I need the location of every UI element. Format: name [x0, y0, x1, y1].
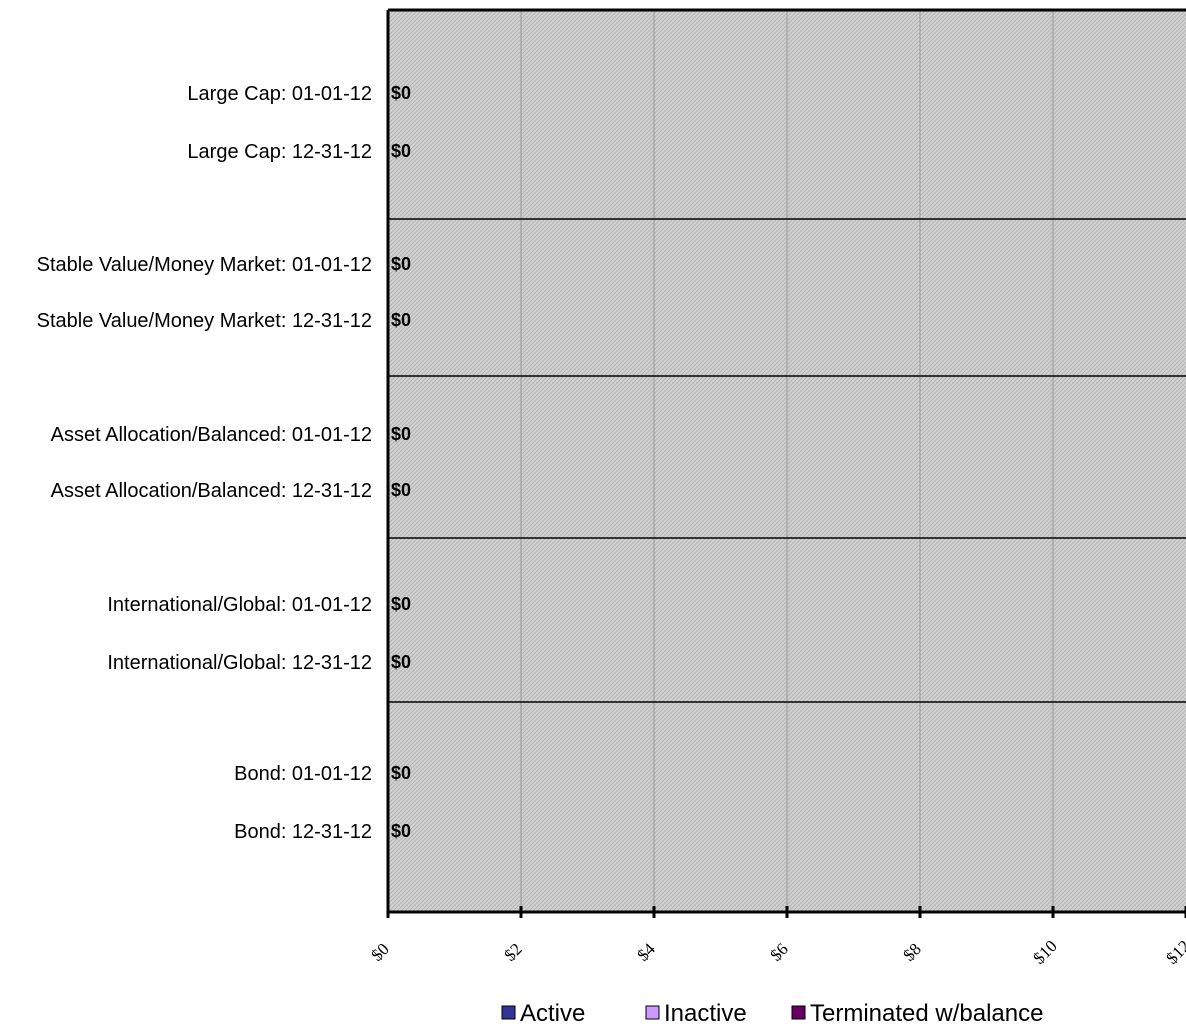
x-tick-label: $4: [633, 939, 659, 965]
category-label: Large Cap: 01-01-12: [187, 83, 372, 105]
group-separators: [388, 218, 1186, 703]
legend-swatch: [645, 1005, 660, 1020]
legend-item: Inactive: [645, 1000, 747, 1027]
data-labels: $0 $0 $0 $0 $0 $0 $0 $0 $0 $0: [391, 83, 411, 841]
category-label: Asset Allocation/Balanced: 12-31-12: [51, 480, 372, 502]
legend-swatch: [791, 1005, 806, 1020]
legend-label: Terminated w/balance: [810, 1000, 1043, 1027]
data-label: $0: [391, 763, 411, 783]
category-label: Bond: 12-31-12: [234, 821, 372, 843]
category-label: Stable Value/Money Market: 01-01-12: [37, 254, 372, 276]
x-tick-label: $6: [766, 939, 791, 964]
legend: Active Inactive Terminated w/balance: [501, 1000, 1043, 1027]
x-tick-labels: $0 $2 $4 $6 $8 $10 $12: [367, 936, 1186, 967]
category-label: Stable Value/Money Market: 12-31-12: [37, 310, 372, 332]
category-label: International/Global: 12-31-12: [107, 652, 372, 674]
data-label: $0: [391, 83, 411, 103]
x-tick-label: $10: [1029, 936, 1060, 967]
legend-swatch: [501, 1005, 516, 1020]
category-label: International/Global: 01-01-12: [107, 594, 372, 616]
legend-item: Terminated w/balance: [791, 1000, 1043, 1027]
category-label: Bond: 01-01-12: [234, 763, 372, 785]
x-tick-label: $12: [1162, 936, 1186, 967]
x-tick-label: $8: [899, 939, 924, 964]
data-label: $0: [391, 424, 411, 444]
category-label: Asset Allocation/Balanced: 01-01-12: [51, 424, 372, 446]
legend-item: Active: [501, 1000, 585, 1027]
data-label: $0: [391, 594, 411, 614]
category-label: Large Cap: 12-31-12: [187, 141, 372, 163]
x-tick-label: $2: [500, 939, 525, 964]
data-label: $0: [391, 254, 411, 274]
data-label: $0: [391, 310, 411, 330]
gridlines: [520, 10, 1054, 912]
x-tick-label: $0: [367, 939, 392, 964]
axes: [386, 8, 1186, 918]
legend-label: Inactive: [664, 1000, 747, 1027]
data-label: $0: [391, 480, 411, 500]
data-label: $0: [391, 821, 411, 841]
category-labels: Large Cap: 01-01-12 Large Cap: 12-31-12 St…: [37, 83, 372, 843]
data-label: $0: [391, 652, 411, 672]
data-label: $0: [391, 141, 411, 161]
legend-label: Active: [520, 1000, 585, 1027]
